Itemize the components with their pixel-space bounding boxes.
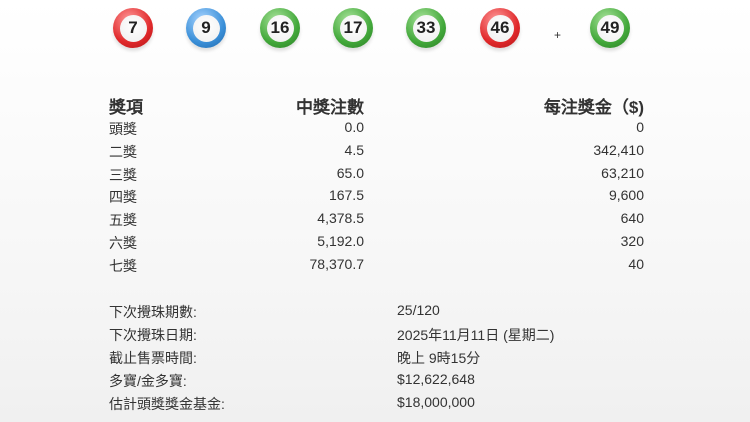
info-value: $18,000,000 <box>397 394 475 410</box>
table-row: 六獎 5,192.0 320 <box>0 233 750 253</box>
header-winners: 中獎注數 <box>296 98 364 117</box>
prize-name: 六獎 <box>109 235 137 251</box>
ball-number: 33 <box>412 14 440 42</box>
ball-number: 9 <box>192 14 220 42</box>
winner-count: 4.5 <box>344 141 364 158</box>
prize-name: 三獎 <box>109 166 137 183</box>
prize-name: 二獎 <box>109 143 137 160</box>
table-row: 四獎 167.5 9,600 <box>0 187 750 207</box>
ball-number: 46 <box>486 14 514 42</box>
table-row: 五獎 4,378.5 640 <box>0 210 750 230</box>
prize-amount: 63,210 <box>601 164 644 181</box>
header-prize: 獎項 <box>109 98 143 117</box>
info-label: 下次攪珠日期: <box>109 327 197 343</box>
table-row: 七獎 78,370.7 40 <box>0 256 750 276</box>
info-value: 晚上 9時15分 <box>397 350 481 366</box>
info-value: 2025年11月11日 (星期二) <box>397 327 555 343</box>
prize-amount: 40 <box>628 255 644 272</box>
winner-count: 5,192.0 <box>317 233 364 249</box>
info-label: 多寶/金多寶: <box>109 373 187 389</box>
ball-5: 33 <box>406 8 446 48</box>
prize-name: 七獎 <box>109 257 137 274</box>
prize-amount: 640 <box>620 210 644 227</box>
info-value: $12,622,648 <box>397 371 475 387</box>
ball-number: 17 <box>339 14 367 42</box>
winner-count: 65.0 <box>336 164 364 181</box>
winner-count: 167.5 <box>328 187 364 204</box>
info-value: 25/120 <box>397 302 440 318</box>
prize-amount: 9,600 <box>608 187 644 204</box>
ball-1: 7 <box>113 8 153 48</box>
ball-number: 7 <box>119 14 147 42</box>
extra-ball: 49 <box>590 8 630 48</box>
prize-amount: 342,410 <box>593 141 644 158</box>
prize-amount: 0 <box>636 119 644 135</box>
ball-4: 17 <box>333 8 373 48</box>
winner-count: 78,370.7 <box>309 255 365 272</box>
ball-2: 9 <box>186 8 226 48</box>
table-row: 三獎 65.0 63,210 <box>0 165 750 185</box>
table-row: 頭獎 0.0 0 <box>0 119 750 139</box>
prize-name: 五獎 <box>109 212 137 229</box>
plus-sign: + <box>554 28 562 42</box>
drawn-numbers: 7 9 16 17 33 46 + 49 <box>0 8 750 50</box>
ball-6: 46 <box>480 8 520 48</box>
ball-3: 16 <box>260 8 300 48</box>
header-amount: 每注獎金（$) <box>543 98 644 117</box>
winner-count: 4,378.5 <box>317 210 364 227</box>
info-label: 截止售票時間: <box>109 350 197 366</box>
info-label: 下次攪珠期數: <box>109 304 197 320</box>
ball-number: 16 <box>266 14 294 42</box>
table-header: 獎項 中獎注數 每注獎金（$) <box>0 93 750 117</box>
table-row: 二獎 4.5 342,410 <box>0 142 750 162</box>
ball-number: 49 <box>596 14 624 42</box>
winner-count: 0.0 <box>344 119 364 135</box>
prize-amount: 320 <box>620 233 644 249</box>
prize-name: 四獎 <box>109 189 137 206</box>
info-label: 估計頭獎獎金基金: <box>109 396 225 412</box>
prize-name: 頭獎 <box>109 121 137 137</box>
